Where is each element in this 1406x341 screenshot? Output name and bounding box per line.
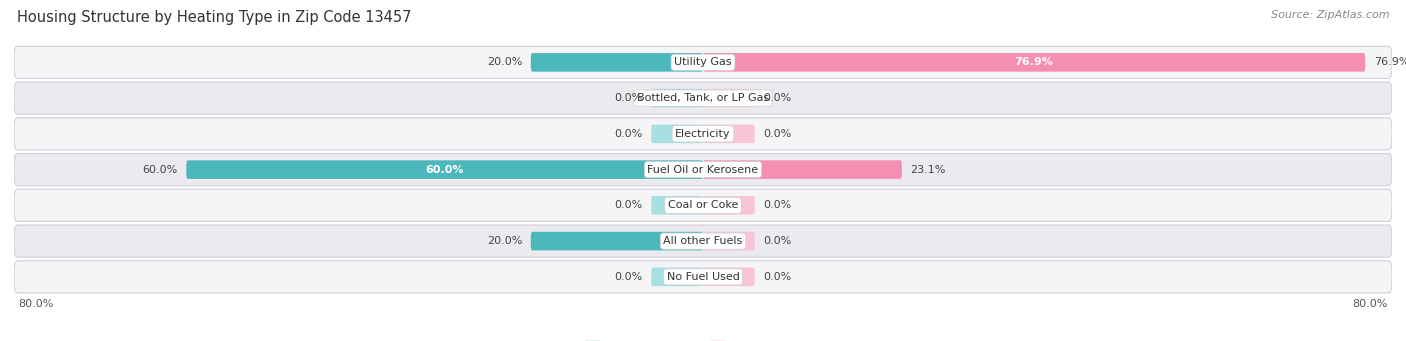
Text: 0.0%: 0.0% [614, 93, 643, 103]
FancyBboxPatch shape [703, 232, 755, 250]
FancyBboxPatch shape [14, 118, 1392, 150]
Text: 0.0%: 0.0% [763, 272, 792, 282]
Text: 20.0%: 20.0% [486, 236, 522, 246]
FancyBboxPatch shape [186, 160, 703, 179]
Text: 80.0%: 80.0% [18, 299, 53, 309]
Text: Utility Gas: Utility Gas [675, 57, 731, 68]
FancyBboxPatch shape [531, 53, 703, 72]
Text: 20.0%: 20.0% [486, 57, 522, 68]
Text: 0.0%: 0.0% [763, 236, 792, 246]
Text: Bottled, Tank, or LP Gas: Bottled, Tank, or LP Gas [637, 93, 769, 103]
Text: 0.0%: 0.0% [763, 201, 792, 210]
FancyBboxPatch shape [651, 268, 703, 286]
Text: 23.1%: 23.1% [911, 165, 946, 175]
FancyBboxPatch shape [651, 124, 703, 143]
Text: 76.9%: 76.9% [1374, 57, 1406, 68]
Text: Housing Structure by Heating Type in Zip Code 13457: Housing Structure by Heating Type in Zip… [17, 10, 412, 25]
FancyBboxPatch shape [14, 82, 1392, 114]
Text: 76.9%: 76.9% [1015, 57, 1053, 68]
FancyBboxPatch shape [703, 268, 755, 286]
Text: 60.0%: 60.0% [426, 165, 464, 175]
Text: 0.0%: 0.0% [614, 201, 643, 210]
Text: 0.0%: 0.0% [763, 129, 792, 139]
Text: All other Fuels: All other Fuels [664, 236, 742, 246]
Text: 0.0%: 0.0% [614, 272, 643, 282]
Text: Electricity: Electricity [675, 129, 731, 139]
FancyBboxPatch shape [703, 124, 755, 143]
FancyBboxPatch shape [651, 196, 703, 214]
FancyBboxPatch shape [14, 153, 1392, 186]
Text: Source: ZipAtlas.com: Source: ZipAtlas.com [1271, 10, 1389, 20]
FancyBboxPatch shape [14, 225, 1392, 257]
FancyBboxPatch shape [14, 46, 1392, 78]
FancyBboxPatch shape [703, 196, 755, 214]
FancyBboxPatch shape [531, 232, 703, 250]
FancyBboxPatch shape [14, 261, 1392, 293]
FancyBboxPatch shape [703, 89, 755, 107]
Text: Coal or Coke: Coal or Coke [668, 201, 738, 210]
FancyBboxPatch shape [703, 53, 1365, 72]
Text: 80.0%: 80.0% [1353, 299, 1388, 309]
FancyBboxPatch shape [651, 89, 703, 107]
Text: 0.0%: 0.0% [763, 93, 792, 103]
FancyBboxPatch shape [703, 160, 901, 179]
Text: Fuel Oil or Kerosene: Fuel Oil or Kerosene [647, 165, 759, 175]
FancyBboxPatch shape [14, 189, 1392, 221]
Text: 60.0%: 60.0% [142, 165, 177, 175]
Text: No Fuel Used: No Fuel Used [666, 272, 740, 282]
Text: 0.0%: 0.0% [614, 129, 643, 139]
